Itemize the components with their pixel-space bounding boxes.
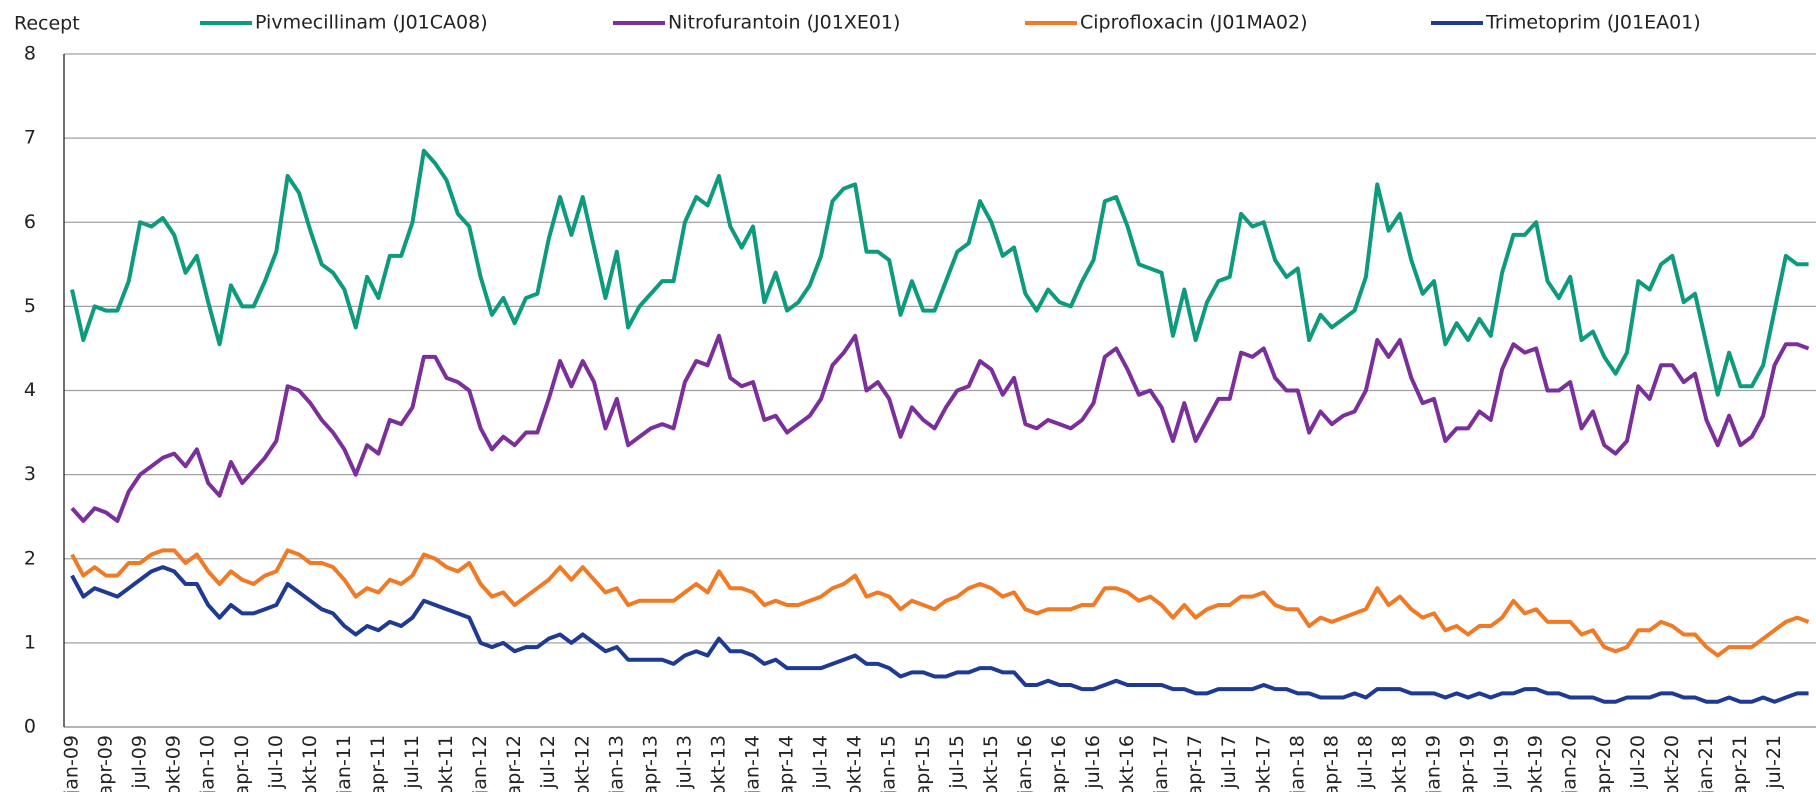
- x-tick-label: okt-20: [1661, 735, 1683, 792]
- x-tick-label: jul-14: [810, 735, 832, 790]
- x-tick-label: apr-15: [912, 735, 934, 792]
- x-tick-label: okt-11: [435, 735, 457, 792]
- y-tick-label: 2: [24, 547, 36, 569]
- x-tick-label: jul-12: [537, 735, 559, 790]
- x-tick-label: jul-17: [1218, 735, 1240, 790]
- series-line: [70, 565, 1809, 704]
- y-tick-label: 6: [24, 211, 36, 233]
- x-tick-label: okt-14: [844, 735, 866, 792]
- x-tick-label: apr-20: [1593, 735, 1615, 792]
- x-tick-label: apr-21: [1729, 735, 1751, 792]
- x-tick-label: jan-20: [1559, 735, 1581, 792]
- x-tick-label: apr-14: [776, 735, 798, 792]
- x-tick-label: jul-16: [1082, 735, 1104, 790]
- x-tick-label: okt-13: [707, 735, 729, 792]
- legend-label: Nitrofurantoin (J01XE01): [668, 12, 900, 34]
- x-tick-label: okt-09: [163, 735, 185, 792]
- x-tick-label: jul-18: [1354, 735, 1376, 790]
- x-tick-label: jan-14: [742, 735, 764, 792]
- x-tick-label: okt-19: [1525, 735, 1547, 792]
- legend-label: Ciprofloxacin (J01MA02): [1080, 12, 1308, 34]
- x-tick-label: jan-10: [197, 735, 219, 792]
- x-tick-label: okt-12: [571, 735, 593, 792]
- x-tick-label: apr-16: [1048, 735, 1070, 792]
- y-tick-label: 1: [24, 631, 36, 653]
- x-tick-label: jan-15: [878, 735, 900, 792]
- x-tick-label: jul-15: [946, 735, 968, 790]
- x-tick-label: apr-19: [1457, 735, 1479, 792]
- legend-label: Trimetoprim (J01EA01): [1485, 12, 1701, 34]
- x-tick-label: apr-11: [367, 735, 389, 792]
- y-tick-label: 4: [24, 379, 36, 401]
- series-line: [70, 148, 1809, 397]
- x-tick-label: jul-09: [129, 735, 151, 790]
- x-tick-label: apr-09: [95, 735, 117, 792]
- x-tick-label: jul-21: [1763, 735, 1785, 790]
- x-tick-label: jul-10: [265, 735, 287, 790]
- y-tick-label: 0: [24, 716, 36, 738]
- x-tick-label: jul-19: [1491, 735, 1513, 790]
- x-tick-label: jan-09: [61, 735, 83, 792]
- x-tick-label: jan-18: [1286, 735, 1308, 792]
- x-tick-label: jan-21: [1695, 735, 1717, 792]
- x-tick-label: okt-17: [1252, 735, 1274, 792]
- y-tick-label: 8: [24, 43, 36, 65]
- x-tick-label: apr-10: [231, 735, 253, 792]
- x-tick-label: jan-13: [605, 735, 627, 792]
- x-tick-label: apr-13: [639, 735, 661, 792]
- x-tick-label: jul-13: [673, 735, 695, 790]
- series-line: [70, 333, 1810, 523]
- x-tick-label: jan-17: [1150, 735, 1172, 792]
- x-tick-label: jul-11: [401, 735, 423, 790]
- x-tick-label: apr-17: [1184, 735, 1206, 792]
- y-tick-label: 5: [24, 295, 36, 317]
- x-tick-label: apr-12: [503, 735, 525, 792]
- x-tick-label: okt-18: [1388, 735, 1410, 792]
- y-axis-label: Recept: [14, 13, 80, 35]
- x-tick-label: apr-18: [1320, 735, 1342, 792]
- y-tick-label: 3: [24, 463, 36, 485]
- x-tick-label: jan-16: [1014, 735, 1036, 792]
- x-tick-label: jan-11: [333, 735, 355, 792]
- y-tick-label: 7: [24, 127, 36, 149]
- x-tick-label: jan-19: [1423, 735, 1445, 792]
- x-tick-label: okt-10: [299, 735, 321, 792]
- legend-label: Pivmecillinam (J01CA08): [255, 12, 488, 34]
- series-line: [70, 548, 1810, 658]
- x-tick-label: jul-20: [1627, 735, 1649, 790]
- x-tick-label: okt-15: [980, 735, 1002, 792]
- x-tick-label: okt-16: [1116, 735, 1138, 792]
- x-tick-label: jan-12: [469, 735, 491, 792]
